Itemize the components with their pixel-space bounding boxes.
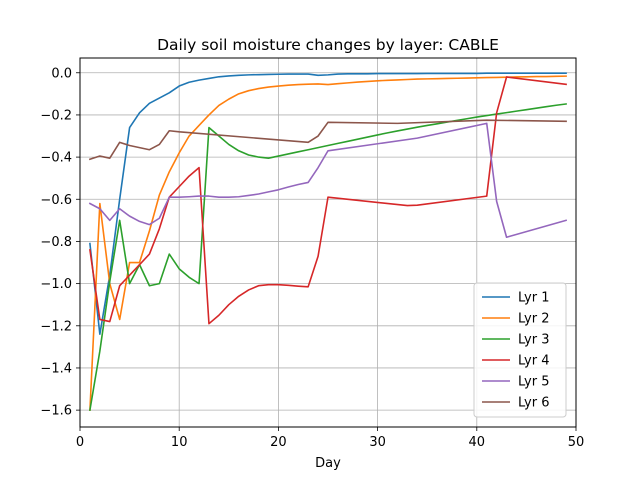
y-tick-label: −0.2 bbox=[40, 108, 72, 123]
y-tick-label: −0.4 bbox=[40, 151, 72, 166]
y-tick-label: −0.8 bbox=[40, 235, 72, 250]
chart-title: Daily soil moisture changes by layer: CA… bbox=[157, 36, 499, 54]
axis-ticks: 0 10 20 30 40 50 0.0 −0.2 −0.4 −0.6 −0.8 −1.0 −1.2 −1… bbox=[40, 66, 584, 450]
series-line-lyr-6 bbox=[88, 119, 567, 161]
series-line-lyr-5 bbox=[88, 122, 568, 239]
y-tick-label: −0.6 bbox=[40, 193, 72, 208]
y-tick-label: 0.0 bbox=[51, 66, 72, 81]
x-tick-label: 0 bbox=[76, 435, 84, 450]
plot-frame bbox=[79, 57, 577, 428]
series-line-lyr-2 bbox=[89, 75, 567, 411]
legend-box bbox=[473, 282, 567, 418]
legend-label: Lyr 6 bbox=[518, 396, 550, 411]
x-tick-label: 20 bbox=[270, 435, 287, 450]
series-lines bbox=[88, 72, 568, 412]
y-tick-label: −1.4 bbox=[40, 361, 72, 376]
x-tick-label: 30 bbox=[369, 435, 386, 450]
series-line-lyr-4 bbox=[89, 76, 567, 325]
legend: Lyr 1 Lyr 2 Lyr 3 Lyr 4 Lyr 5 Lyr 6 bbox=[473, 282, 567, 418]
series-line-lyr-1 bbox=[89, 72, 567, 336]
legend-label: Lyr 4 bbox=[518, 354, 550, 369]
legend-label: Lyr 3 bbox=[518, 333, 550, 348]
x-axis-label: Day bbox=[315, 456, 341, 471]
legend-label: Lyr 1 bbox=[518, 291, 550, 306]
y-tick-label: −1.0 bbox=[40, 277, 72, 292]
legend-label: Lyr 2 bbox=[518, 312, 550, 327]
legend-label: Lyr 5 bbox=[518, 375, 550, 390]
x-tick-label: 50 bbox=[568, 435, 585, 450]
x-tick-label: 40 bbox=[469, 435, 486, 450]
y-tick-label: −1.6 bbox=[40, 404, 72, 419]
x-tick-label: 10 bbox=[171, 435, 188, 450]
y-tick-label: −1.2 bbox=[40, 319, 72, 334]
series-line-lyr-3 bbox=[88, 103, 567, 412]
